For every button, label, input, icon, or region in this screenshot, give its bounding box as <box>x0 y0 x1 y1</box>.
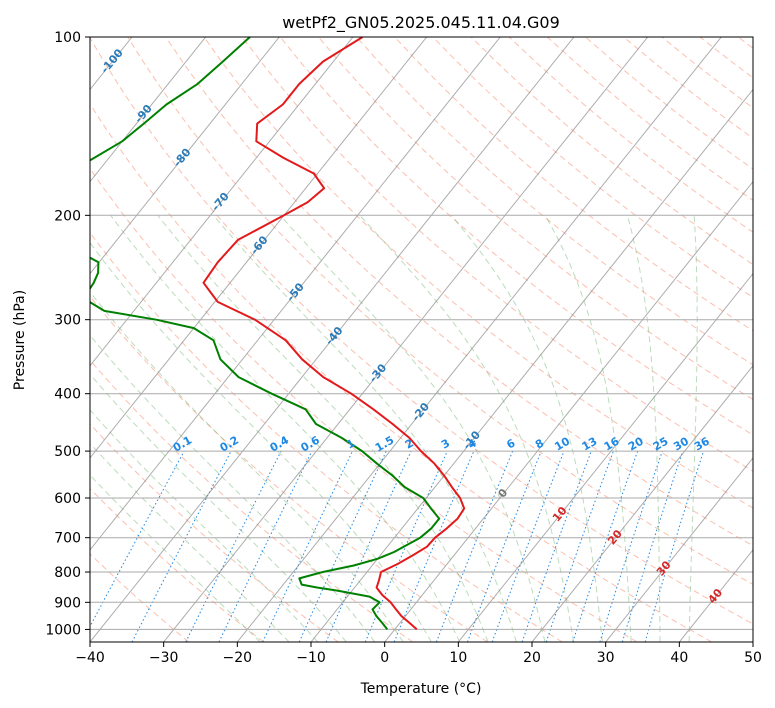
mixing-ratio-line <box>467 450 542 642</box>
mixing-ratio-line <box>185 450 282 642</box>
moist-adiabat <box>90 409 319 642</box>
y-tick-label: 200 <box>54 208 81 224</box>
isotherm <box>90 37 575 642</box>
mixing-ratio-line <box>435 450 514 642</box>
sounding-profiles <box>90 37 466 631</box>
y-tick-label: 100 <box>54 30 81 46</box>
dry-adiabat <box>318 37 753 401</box>
isotherm <box>90 37 280 275</box>
x-axis-label: Temperature (°C) <box>360 681 482 697</box>
y-tick-label: 700 <box>54 531 81 547</box>
isotherm <box>90 37 501 551</box>
chart-title: wetPf2_GN05.2025.045.11.04.G09 <box>282 13 560 33</box>
y-tick-label: 1000 <box>45 622 81 638</box>
isotherm <box>531 364 753 642</box>
x-tick-label: 0 <box>380 650 389 666</box>
dewpoint-profile <box>90 37 441 631</box>
moist-adiabat <box>279 214 546 642</box>
x-tick-label: −30 <box>149 650 179 666</box>
isotherm <box>310 88 753 642</box>
x-tick-label: 10 <box>449 650 467 666</box>
moist-adiabat <box>213 214 517 642</box>
isotherm <box>384 180 753 642</box>
dry-adiabat <box>90 553 190 642</box>
dry-adiabat <box>203 37 753 509</box>
x-tick-label: −40 <box>75 650 105 666</box>
moist-adiabat <box>544 215 632 642</box>
y-tick-label: 600 <box>54 491 81 507</box>
mixing-ratio-line <box>599 450 663 642</box>
dry-adiabat <box>90 295 488 642</box>
isotherm <box>90 37 428 459</box>
isotherm <box>90 37 354 367</box>
dry-adiabat <box>90 423 339 642</box>
x-tick-label: 50 <box>744 650 762 666</box>
moist-adiabat <box>110 215 461 642</box>
dry-adiabat <box>165 37 753 547</box>
x-tick-label: −10 <box>296 650 326 666</box>
plot-frame <box>89 36 754 643</box>
mixing-ratio-line <box>521 450 592 642</box>
x-tick-label: −20 <box>223 650 253 666</box>
y-axis-label: Pressure (hPa) <box>12 290 28 390</box>
moist-adiabat <box>90 442 290 642</box>
y-tick-label: 400 <box>54 387 81 403</box>
y-tick-label: 500 <box>54 444 81 460</box>
y-tick-label: 800 <box>54 565 81 581</box>
temperature-profile <box>202 37 466 631</box>
moist-adiabat <box>90 373 347 642</box>
dry-adiabat <box>90 231 563 642</box>
dry-adiabat <box>90 103 712 642</box>
moist-adiabat-lines <box>90 214 698 642</box>
dry-adiabat <box>127 37 753 586</box>
dry-adiabat <box>90 167 638 642</box>
y-tick-label: 300 <box>54 313 81 329</box>
mixing-ratio-line <box>572 450 639 642</box>
x-tick-label: 40 <box>670 650 688 666</box>
moist-adiabat <box>90 474 261 642</box>
isotherm-lines <box>90 37 753 642</box>
y-axis: 1000 900 800 700 600 500 400 300 200 100 <box>45 30 90 638</box>
mixing-ratio-line <box>491 450 565 642</box>
moist-adiabat <box>626 215 661 642</box>
mixing-ratio-line <box>545 450 614 642</box>
mixing-ratio-line <box>621 450 684 642</box>
moist-adiabat <box>688 215 698 642</box>
mixing-ratio-line <box>90 450 185 628</box>
isotherm <box>605 457 753 642</box>
dry-adiabat <box>356 37 753 366</box>
moist-adiabat <box>90 334 376 642</box>
y-tick-label: 900 <box>54 595 81 611</box>
dry-adiabat <box>394 37 753 332</box>
isotherm <box>236 37 722 642</box>
dry-adiabat <box>90 37 753 625</box>
x-tick-label: 30 <box>597 650 615 666</box>
moist-adiabat <box>157 214 489 642</box>
x-tick-label: 20 <box>523 650 541 666</box>
isotherm <box>163 37 649 642</box>
x-axis: −40 −30 −20 −10 0 10 20 30 40 50 <box>75 642 762 666</box>
isotherm <box>457 272 753 642</box>
moist-adiabat <box>451 214 603 642</box>
